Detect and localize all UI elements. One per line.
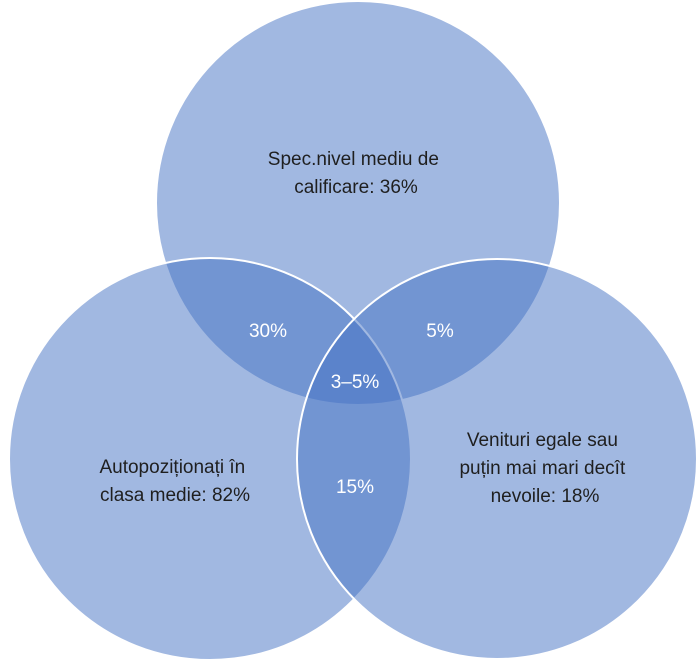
intersection-label: 5%: [426, 321, 454, 342]
label-line: nevoile: 18%: [491, 486, 600, 507]
set-label: Venituri egale sau puțin mai mari decît …: [459, 430, 630, 507]
intersection-label: 30%: [249, 321, 287, 342]
intersection-label: 3–5%: [331, 372, 380, 393]
set-label: Spec.nivel mediu de calificare: 36%: [268, 149, 444, 198]
label-line: calificare: 36%: [294, 177, 418, 198]
set-label: Autopoziționați în clasa medie: 82%: [99, 457, 250, 506]
label-line: Spec.nivel mediu de: [268, 149, 439, 170]
label-line: puțin mai mari decît: [459, 458, 626, 479]
label-line: clasa medie: 82%: [100, 485, 250, 506]
set-circle: [296, 258, 697, 660]
intersection-label: 15%: [336, 477, 374, 498]
label-line: Autopoziționați în: [99, 457, 245, 478]
label-line: Venituri egale sau: [467, 430, 618, 451]
